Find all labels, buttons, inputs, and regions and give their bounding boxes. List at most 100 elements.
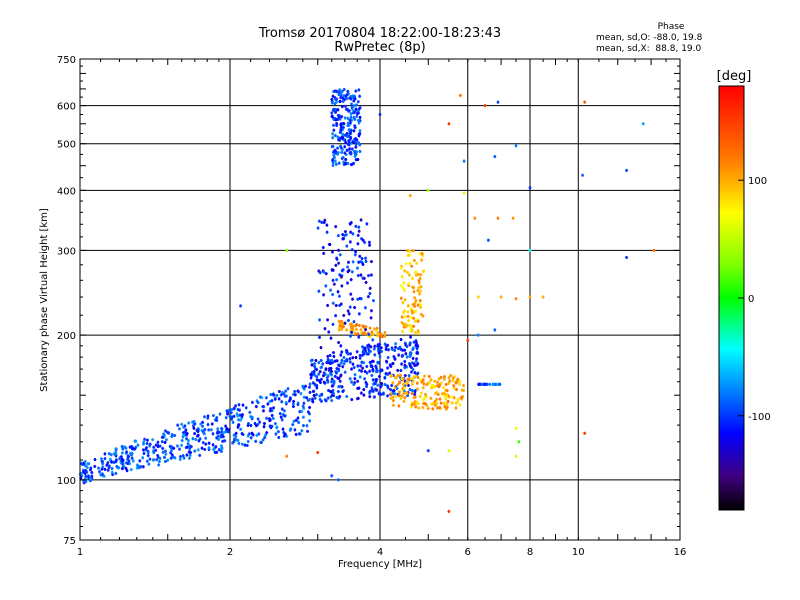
data-point (341, 128, 345, 132)
data-point (357, 88, 361, 92)
data-point (220, 430, 224, 434)
data-point (254, 405, 258, 409)
data-point (338, 273, 342, 277)
data-point (330, 380, 334, 384)
data-point (238, 408, 242, 412)
data-point (296, 420, 300, 424)
data-point (169, 449, 173, 453)
data-point (221, 435, 225, 439)
data-point (389, 388, 393, 392)
data-point (412, 396, 416, 400)
data-point (300, 409, 304, 413)
data-point (327, 369, 331, 373)
data-point (261, 409, 265, 413)
data-point (246, 422, 250, 426)
data-point (432, 384, 436, 388)
data-point (384, 347, 388, 351)
data-point (281, 427, 285, 431)
data-point (394, 342, 398, 346)
data-point (318, 335, 322, 339)
data-point (372, 395, 376, 399)
data-point (413, 319, 417, 323)
data-point (356, 118, 360, 122)
data-point (339, 144, 343, 148)
data-point (317, 372, 321, 376)
data-point (194, 438, 198, 442)
data-point (416, 344, 420, 348)
data-point (324, 399, 328, 403)
data-point (106, 468, 110, 472)
data-point (180, 443, 184, 447)
data-point (379, 349, 383, 353)
data-point (414, 273, 418, 277)
data-point (170, 433, 174, 437)
data-point (145, 438, 149, 442)
data-point (445, 403, 449, 407)
data-point (362, 361, 366, 365)
data-point (82, 461, 86, 465)
data-point (343, 104, 347, 108)
data-point (292, 419, 296, 423)
data-point (270, 413, 274, 417)
data-point (81, 468, 85, 472)
data-point (363, 377, 367, 381)
data-point (136, 443, 140, 447)
data-point (402, 389, 406, 393)
data-point (340, 284, 344, 288)
data-point (356, 109, 360, 113)
data-point (346, 135, 350, 139)
data-point (211, 414, 215, 418)
data-point (360, 369, 364, 373)
data-point (405, 270, 409, 274)
data-point (319, 377, 323, 381)
data-point (282, 431, 286, 435)
data-point (82, 470, 86, 474)
data-point (410, 264, 414, 268)
data-point (416, 371, 420, 375)
data-point (409, 307, 413, 311)
data-point (117, 466, 121, 470)
data-point (414, 343, 418, 347)
data-point (152, 449, 156, 453)
data-point (134, 445, 138, 449)
data-point (386, 356, 390, 360)
data-point (458, 382, 462, 386)
data-point (342, 138, 346, 142)
data-point (109, 453, 113, 457)
data-point (270, 409, 274, 413)
data-point (401, 322, 405, 326)
data-point (349, 115, 353, 119)
data-point (139, 465, 143, 469)
data-point (277, 390, 281, 394)
data-point (416, 319, 420, 323)
data-point (346, 270, 350, 274)
data-point (367, 348, 371, 352)
data-point (369, 363, 373, 367)
data-point (368, 292, 372, 296)
data-point (334, 263, 338, 267)
data-point (317, 379, 321, 383)
data-point (110, 470, 114, 474)
data-point (350, 248, 354, 252)
data-point (383, 383, 387, 387)
data-point (347, 109, 351, 113)
data-point (404, 322, 408, 326)
data-point (103, 452, 107, 456)
data-point (236, 408, 240, 412)
data-point (255, 399, 259, 403)
data-point (351, 329, 355, 333)
data-point (349, 136, 353, 140)
data-point (353, 117, 357, 121)
data-point (311, 397, 315, 401)
data-point (384, 372, 388, 376)
data-point (625, 168, 629, 172)
data-point (356, 379, 360, 383)
data-point (368, 395, 372, 399)
data-point (346, 92, 350, 96)
data-point (391, 395, 395, 399)
data-point (337, 328, 341, 332)
data-point (350, 330, 354, 334)
data-point (362, 352, 366, 356)
data-point (232, 407, 236, 411)
data-point (312, 393, 316, 397)
